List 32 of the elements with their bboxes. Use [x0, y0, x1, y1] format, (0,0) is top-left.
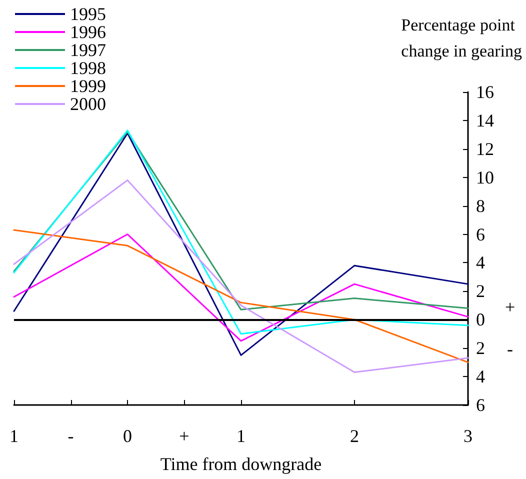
y-tick-label: 10 [476, 167, 494, 188]
legend-label: 2000 [70, 94, 106, 114]
x-tick-label: 1 [10, 426, 18, 446]
y-axis-title: Percentage point change in gearing [401, 16, 522, 60]
y-tick-label: 6 [476, 395, 485, 415]
x-axis-title: Time from downgrade [160, 454, 322, 474]
y-tick-label: 16 [476, 82, 494, 102]
y-tick-label: 6 [476, 224, 485, 244]
legend-label: 1996 [70, 22, 106, 42]
text: - [507, 339, 513, 359]
y-tick-label: 0 [476, 310, 485, 330]
y-tick-label: 4 [476, 366, 485, 387]
legend-label: 1998 [70, 58, 106, 78]
x-tick-label: 0 [123, 426, 132, 446]
legend-label: 1997 [70, 40, 106, 60]
y-tick-label: 12 [476, 138, 494, 159]
y-tick-label: 2 [476, 338, 485, 358]
y-tick-label: 2 [476, 281, 485, 302]
y-tick-label: 14 [476, 110, 494, 130]
x-tick-label: 1 [236, 426, 246, 446]
x-tick-label: 2 [350, 426, 359, 446]
x-tick-label: 3 [464, 426, 472, 446]
y-tick-label: 8 [476, 196, 485, 216]
line-series [13, 179, 469, 374]
x-tick-label: - [68, 426, 74, 446]
line-series [13, 234, 469, 342]
legend-label: 1999 [70, 76, 106, 96]
line-series [13, 229, 469, 364]
legend-label: 1995 [70, 4, 106, 24]
x-tick-label: + [179, 426, 190, 446]
text: + [505, 297, 516, 317]
y-tick-label: 4 [476, 252, 485, 273]
